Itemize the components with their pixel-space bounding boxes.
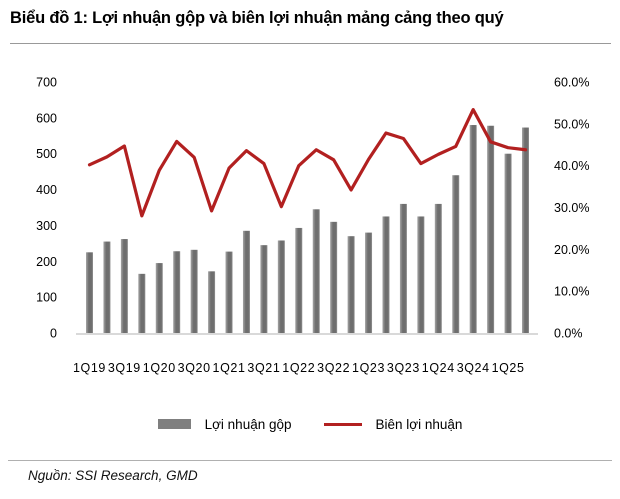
bar-1Q19 <box>86 252 93 333</box>
chart-title: Biểu đồ 1: Lợi nhuận gộp và biên lợi nhu… <box>10 9 504 27</box>
bar-4Q24 <box>487 125 495 333</box>
bar-4Q20 <box>208 271 216 333</box>
bar-1Q25 <box>504 153 512 333</box>
x-axis-tick: 1Q19 <box>73 361 106 375</box>
x-axis-tick: 3Q23 <box>387 361 420 375</box>
bar-2Q21 <box>242 230 250 333</box>
source-note: Nguồn: SSI Research, GMD <box>28 468 198 483</box>
x-axis-tick: 1Q21 <box>213 361 246 375</box>
bar-1Q22 <box>295 227 303 333</box>
chart-legend: Lợi nhuận gộp Biên lợi nhuận <box>0 411 620 437</box>
x-axis-tick: 1Q20 <box>143 361 176 375</box>
left-axis-tick: 500 <box>36 147 57 161</box>
combo-chart-canvas: 0 100 200 300 400 500 600 700 0.0% 10.0% 20.0% 30.0… <box>36 76 589 376</box>
bar-2Q19 <box>103 241 111 333</box>
bar-2Q24 <box>452 175 460 333</box>
x-axis-tick: 1Q22 <box>282 361 315 375</box>
bar-2Q25 <box>522 127 529 333</box>
bar-2Q23 <box>382 216 390 333</box>
legend-item-margin: Biên lợi nhuận <box>323 416 463 432</box>
margin-line <box>87 108 528 218</box>
right-axis-tick: 50.0% <box>554 117 589 131</box>
bar-2Q20 <box>173 251 181 333</box>
bar-3Q22 <box>330 221 338 333</box>
x-axis-tick: 3Q21 <box>247 361 280 375</box>
legend-item-gross-profit: Lợi nhuận gộp <box>157 416 292 432</box>
bar-3Q20 <box>190 249 198 333</box>
right-axis-tick: 20.0% <box>554 243 589 257</box>
left-axis-tick: 400 <box>36 183 57 197</box>
x-axis-tick: 1Q23 <box>352 361 385 375</box>
bar-2Q22 <box>312 209 320 333</box>
bar-4Q19 <box>138 273 146 333</box>
bar-1Q23 <box>365 232 373 333</box>
bar-4Q21 <box>277 240 285 333</box>
bar-4Q23 <box>417 216 425 333</box>
right-axis-tick: 40.0% <box>554 159 589 173</box>
bar-1Q21 <box>225 251 233 333</box>
bar-1Q20 <box>155 263 163 333</box>
left-axis-tick: 0 <box>50 327 57 341</box>
footer-divider <box>8 460 612 461</box>
legend-label-gross-profit: Lợi nhuận gộp <box>204 416 292 432</box>
bar-3Q19 <box>120 239 128 333</box>
right-axis-tick: 60.0% <box>554 76 589 90</box>
x-axis-tick: 1Q24 <box>422 361 455 375</box>
bar-4Q22 <box>347 236 355 333</box>
x-axis-tick: 3Q20 <box>178 361 211 375</box>
right-axis-tick: 10.0% <box>554 285 589 299</box>
left-axis-tick: 700 <box>36 76 57 90</box>
title-divider <box>10 43 611 44</box>
bar-3Q23 <box>399 203 407 333</box>
bar-3Q21 <box>260 245 268 333</box>
x-axis-tick: 3Q22 <box>317 361 350 375</box>
left-axis-tick: 100 <box>36 291 57 305</box>
bar-1Q24 <box>434 203 442 333</box>
bar-3Q24 <box>469 125 477 333</box>
x-axis-tick: 1Q25 <box>492 361 525 375</box>
bar-series-swatch <box>157 419 191 429</box>
left-axis-tick: 600 <box>36 111 57 125</box>
line-series-swatch <box>323 422 362 426</box>
left-axis-tick: 200 <box>36 255 57 269</box>
right-axis-tick: 30.0% <box>554 201 589 215</box>
legend-label-margin: Biên lợi nhuận <box>375 416 463 432</box>
right-axis-tick: 0.0% <box>554 327 583 341</box>
x-axis-tick: 3Q24 <box>457 361 490 375</box>
left-axis-tick: 300 <box>36 219 57 233</box>
x-axis-tick: 3Q19 <box>108 361 141 375</box>
